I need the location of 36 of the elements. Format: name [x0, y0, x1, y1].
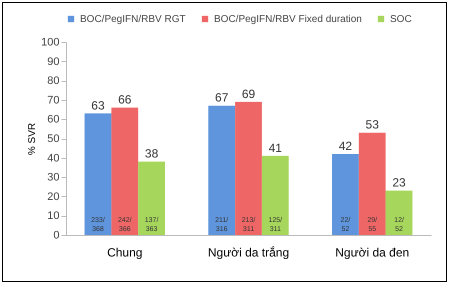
data-label: 53 — [366, 118, 380, 132]
y-axis-title: % SVR — [27, 122, 38, 156]
y-tick-label: 20 — [47, 190, 60, 203]
x-tick-label: Người da trắng — [208, 246, 290, 260]
bar — [111, 108, 138, 235]
bar — [208, 106, 236, 235]
data-label: 66 — [118, 92, 132, 107]
bar — [84, 113, 112, 235]
data-label: 69 — [242, 86, 256, 101]
y-tick-label: 0 — [53, 230, 60, 242]
bar — [262, 156, 289, 235]
data-label: 63 — [91, 98, 105, 112]
y-tick-label: 30 — [47, 172, 60, 184]
y-tick-label: 60 — [47, 114, 60, 126]
bar — [358, 132, 386, 235]
y-tick-label: 90 — [47, 56, 60, 68]
bar — [386, 190, 412, 235]
bar — [138, 162, 165, 235]
y-tick-label: 70 — [47, 94, 60, 106]
data-label: 67 — [215, 90, 229, 105]
y-tick-label: 10 — [47, 210, 60, 222]
data-label: 38 — [144, 146, 159, 161]
data-label: 41 — [268, 140, 282, 155]
y-tick-label: 100 — [41, 36, 60, 48]
legend-label: BOC/PegIFN/RBV RGT — [80, 14, 186, 25]
y-tick-label: 50 — [47, 133, 60, 145]
bar — [235, 102, 262, 235]
data-label: 23 — [392, 176, 406, 190]
data-label: 42 — [338, 138, 352, 153]
bar — [332, 154, 359, 235]
legend-label: SOC — [390, 14, 412, 25]
y-tick-label: 40 — [47, 152, 60, 164]
x-tick-label: Chung — [107, 246, 142, 260]
legend-label: BOC/PegIFN/RBV Fixed duration — [214, 14, 362, 25]
y-tick-label: 80 — [47, 75, 60, 88]
x-tick-label: Người da đen — [335, 246, 410, 260]
